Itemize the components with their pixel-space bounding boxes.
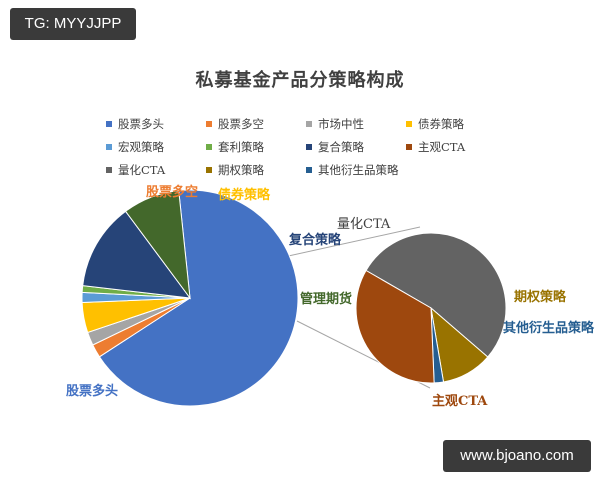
label-other-derivatives: 其他衍生品策略 (503, 321, 595, 336)
label-managed-futures: 管理期货 (300, 292, 353, 307)
main-pie (81, 189, 299, 407)
legend-item: 期权策略 (206, 162, 306, 178)
legend-swatch-icon (206, 143, 212, 150)
legend-item: 债券策略 (406, 116, 506, 132)
pie-slice (365, 232, 507, 358)
label-subjective-cta: 主观CTA (432, 394, 488, 409)
legend-swatch-icon (406, 143, 412, 150)
pie-slice (98, 189, 299, 407)
label-options: 期权策略 (514, 290, 567, 305)
legend-swatch-icon (106, 166, 112, 173)
legend-row: 宏观策略 套利策略 复合策略 主观CTA (106, 135, 506, 158)
legend-row: 量化CTA 期权策略 其他衍生品策略 (106, 158, 506, 181)
label-composite: 复合策略 (289, 233, 342, 248)
legend-item: 套利策略 (206, 139, 306, 155)
legend-item: 股票多空 (206, 116, 306, 132)
legend-item: 其他衍生品策略 (306, 162, 436, 178)
legend-item: 股票多头 (106, 116, 206, 132)
pie-slice (124, 190, 191, 300)
legend-swatch-icon (206, 120, 212, 127)
legend-item: 量化CTA (106, 162, 206, 178)
chart-legend: 股票多头 股票多空 市场中性 债券策略 宏观策略 套利策略 复合策略 主观CTA… (106, 112, 506, 181)
watermark-tg: TG: MYYJJPP (10, 8, 136, 40)
legend-swatch-icon (106, 143, 112, 150)
secondary-pie (355, 232, 507, 384)
pie-slice (355, 269, 435, 384)
legend-swatch-icon (206, 166, 212, 173)
legend-swatch-icon (106, 120, 112, 127)
legend-item: 复合策略 (306, 139, 406, 155)
legend-item: 宏观策略 (106, 139, 206, 155)
label-stock-long: 股票多头 (66, 384, 119, 399)
label-stock-long-short: 股票多空 (146, 185, 199, 200)
legend-item: 市场中性 (306, 116, 406, 132)
legend-swatch-icon (306, 166, 312, 173)
legend-swatch-icon (306, 120, 312, 127)
legend-swatch-icon (406, 120, 412, 127)
label-quant-cta: 量化CTA (337, 217, 391, 232)
watermark-site: www.bjoano.com (443, 440, 591, 472)
pie-slice (82, 210, 192, 299)
legend-row: 股票多头 股票多空 市场中性 债券策略 (106, 112, 506, 135)
legend-swatch-icon (306, 143, 312, 150)
chart-title: 私募基金产品分策略构成 (195, 70, 405, 91)
legend-item: 主观CTA (406, 139, 506, 155)
label-bond: 债券策略 (218, 188, 271, 203)
